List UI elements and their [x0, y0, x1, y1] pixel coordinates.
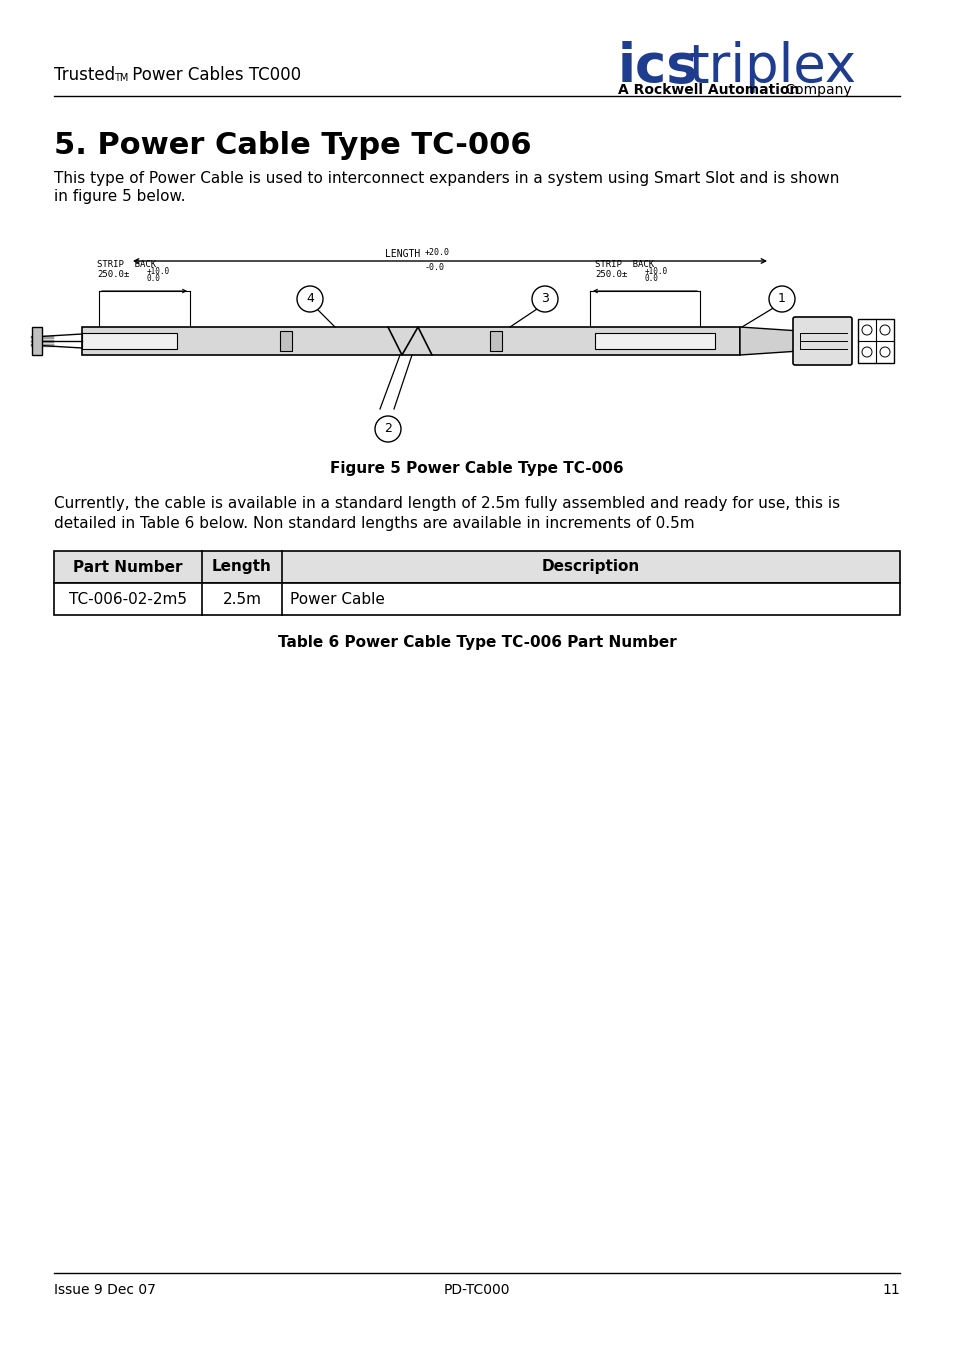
Text: Part Number: Part Number — [73, 559, 183, 574]
FancyBboxPatch shape — [792, 317, 851, 365]
Text: triplex: triplex — [688, 41, 856, 93]
Text: Trusted: Trusted — [54, 66, 115, 84]
Text: PD-TC000: PD-TC000 — [443, 1283, 510, 1297]
Circle shape — [862, 347, 871, 357]
Text: 250.0±: 250.0± — [97, 270, 129, 280]
Text: Length: Length — [212, 559, 272, 574]
Text: LENGTH: LENGTH — [384, 249, 419, 259]
Bar — [490, 331, 501, 351]
Circle shape — [532, 286, 558, 312]
Text: This type of Power Cable is used to interconnect expanders in a system using Sma: This type of Power Cable is used to inte… — [54, 172, 839, 186]
Text: 4: 4 — [306, 293, 314, 305]
Text: 2.5m: 2.5m — [222, 592, 261, 607]
Text: 0.0: 0.0 — [147, 274, 161, 282]
Bar — [32, 327, 42, 355]
Text: 250.0±: 250.0± — [595, 270, 626, 280]
Polygon shape — [740, 327, 800, 355]
Text: in figure 5 below.: in figure 5 below. — [54, 189, 185, 204]
Bar — [857, 319, 893, 363]
Text: Figure 5 Power Cable Type TC-006: Figure 5 Power Cable Type TC-006 — [330, 461, 623, 476]
Circle shape — [879, 326, 889, 335]
Text: Table 6 Power Cable Type TC-006 Part Number: Table 6 Power Cable Type TC-006 Part Num… — [277, 635, 676, 650]
Circle shape — [879, 347, 889, 357]
Text: Company: Company — [781, 82, 851, 97]
Text: TC-006-02-2m5: TC-006-02-2m5 — [69, 592, 187, 607]
Circle shape — [768, 286, 794, 312]
Bar — [280, 331, 292, 351]
Text: TM: TM — [113, 73, 129, 82]
Text: detailed in Table 6 below. Non standard lengths are available in increments of 0: detailed in Table 6 below. Non standard … — [54, 516, 694, 531]
Bar — [595, 332, 714, 349]
Text: Description: Description — [541, 559, 639, 574]
Text: Power Cables TC000: Power Cables TC000 — [127, 66, 301, 84]
Text: 1: 1 — [778, 293, 785, 305]
Text: Power Cable: Power Cable — [290, 592, 384, 607]
Text: STRIP  BACK: STRIP BACK — [595, 259, 654, 269]
Circle shape — [862, 326, 871, 335]
Text: -0.0: -0.0 — [424, 263, 444, 272]
Circle shape — [375, 416, 400, 442]
Text: +20.0: +20.0 — [424, 249, 450, 257]
Text: Currently, the cable is available in a standard length of 2.5m fully assembled a: Currently, the cable is available in a s… — [54, 496, 840, 511]
Text: 5. Power Cable Type TC-006: 5. Power Cable Type TC-006 — [54, 131, 531, 159]
Text: ics: ics — [618, 41, 698, 93]
Text: +10.0: +10.0 — [147, 267, 170, 276]
Circle shape — [296, 286, 323, 312]
Bar — [82, 332, 177, 349]
Bar — [54, 584, 899, 615]
Text: 11: 11 — [882, 1283, 899, 1297]
Bar — [82, 327, 740, 355]
Text: 2: 2 — [384, 423, 392, 435]
Text: +10.0: +10.0 — [644, 267, 667, 276]
Text: 0.0: 0.0 — [644, 274, 659, 282]
Bar — [54, 551, 899, 584]
Text: 3: 3 — [540, 293, 548, 305]
Text: Issue 9 Dec 07: Issue 9 Dec 07 — [54, 1283, 155, 1297]
Text: STRIP  BACK: STRIP BACK — [97, 259, 156, 269]
Text: A Rockwell Automation: A Rockwell Automation — [618, 82, 799, 97]
